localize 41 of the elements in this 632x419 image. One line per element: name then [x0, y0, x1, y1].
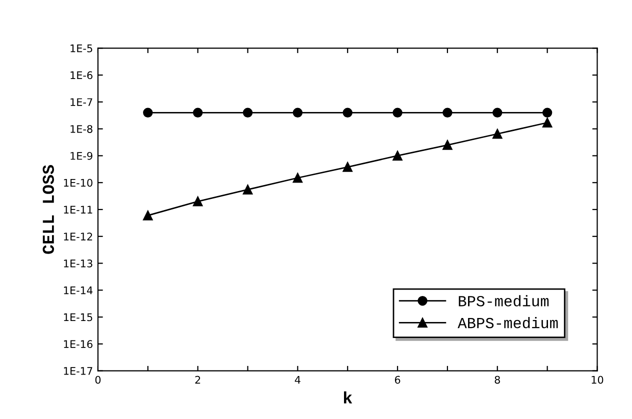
y-tick-label: 1E-12: [64, 232, 92, 240]
point: [292, 173, 303, 183]
point: [242, 108, 253, 118]
point: [542, 118, 552, 128]
x-tick-label: 0: [95, 376, 101, 384]
point: [292, 108, 303, 118]
point: [192, 108, 203, 118]
y-tick-label: 1E-6: [70, 71, 92, 80]
y-tick-label: 1E-8: [70, 125, 92, 133]
legend-label: ABPS-medium: [458, 317, 558, 328]
point: [342, 108, 352, 118]
y-tick-label: 1E-5: [70, 44, 92, 52]
x-tick-label: 4: [294, 376, 300, 384]
y-tick-label: 1E-14: [64, 286, 93, 294]
y-tick-label: 1E-15: [64, 313, 92, 322]
y-tick-label: 1E-7: [70, 98, 92, 106]
y-tick-label: 1E-9: [70, 152, 92, 160]
point: [143, 108, 153, 118]
x-tick-label: 2: [195, 376, 200, 384]
point: [192, 196, 203, 206]
point: [492, 108, 502, 118]
legend-label: BPS-medium: [458, 295, 549, 306]
y-axis-title: CELL LOSS: [42, 165, 54, 254]
y-tick-label: 1E-10: [64, 178, 92, 187]
point: [442, 108, 452, 118]
y-tick-label: 1E-13: [64, 260, 92, 268]
point: [143, 210, 153, 220]
point: [392, 150, 402, 161]
y-tick-label: 1E-16: [64, 340, 92, 348]
y-tick-label: 1E-11: [64, 206, 92, 214]
point: [342, 162, 352, 172]
point: [442, 140, 452, 150]
x-axis-title: k: [344, 391, 352, 404]
point: [492, 129, 502, 139]
point: [392, 108, 402, 118]
point: [542, 108, 552, 118]
point: [242, 184, 253, 194]
x-tick-label: 6: [394, 376, 400, 384]
y-tick-label: 1E-17: [64, 367, 92, 375]
x-tick-label: 10: [592, 376, 604, 384]
x-tick-label: 8: [494, 376, 500, 384]
